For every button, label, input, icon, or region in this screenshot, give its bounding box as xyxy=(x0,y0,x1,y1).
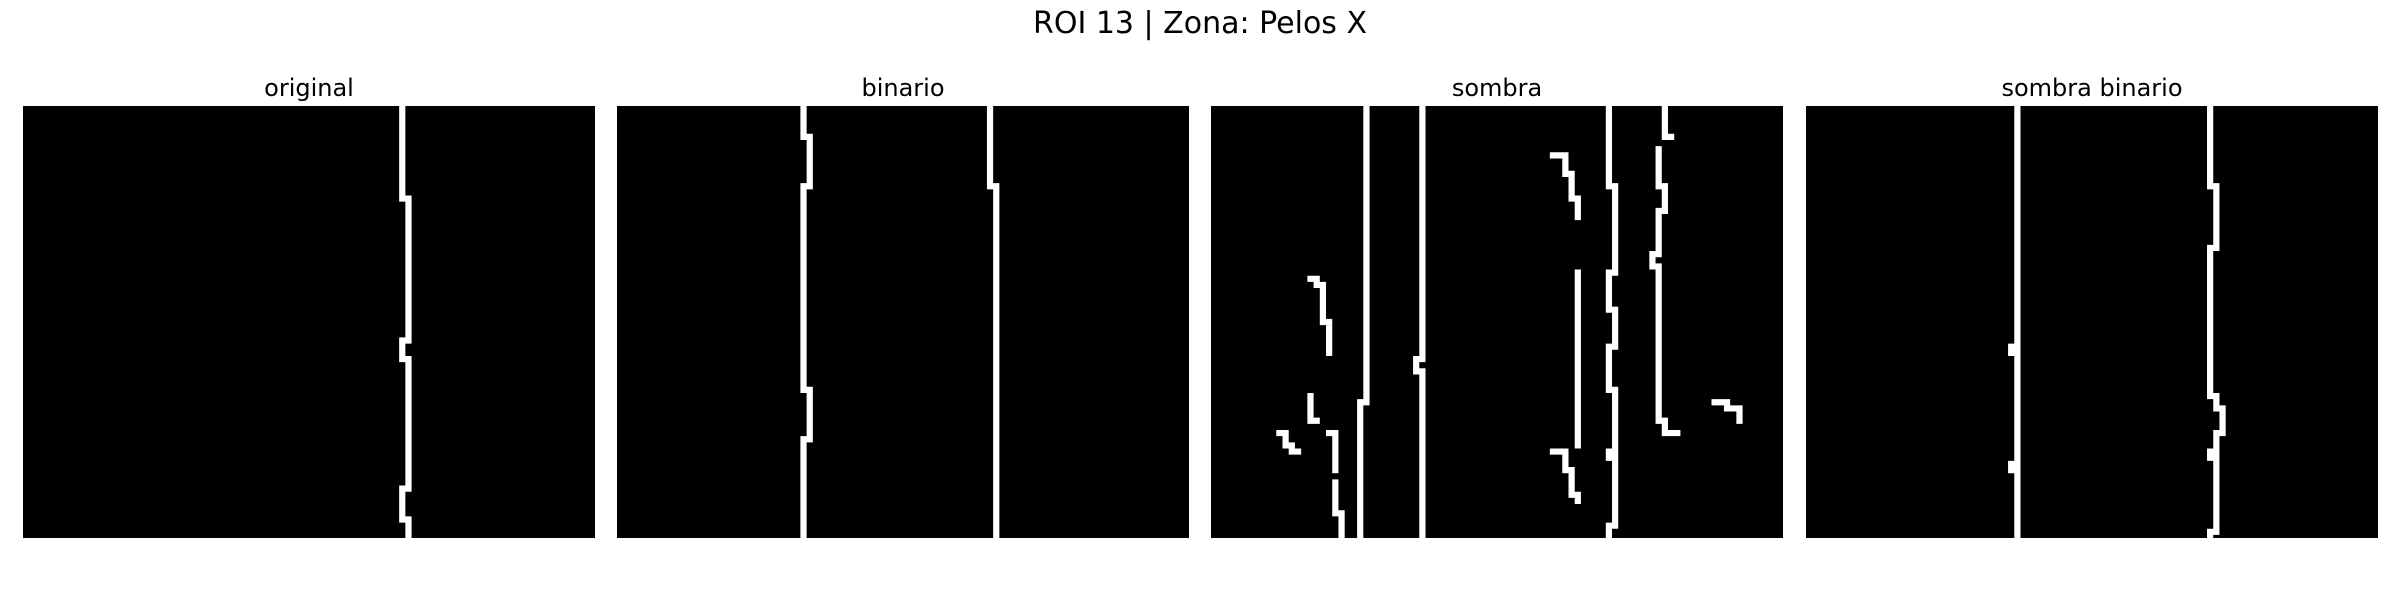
edge-stroke xyxy=(1661,106,1675,140)
edge-stroke xyxy=(1413,106,1426,538)
image-original xyxy=(23,106,595,538)
image-binario xyxy=(617,106,1189,538)
edge-stroke xyxy=(399,106,412,538)
edge-stroke xyxy=(1332,479,1345,538)
panel-title-original: original xyxy=(264,74,354,102)
edge-stroke xyxy=(986,106,1000,538)
edge-stroke xyxy=(1649,146,1681,437)
edge-stroke xyxy=(1357,106,1370,538)
panel-title-binario: binario xyxy=(861,74,945,102)
edge-stroke xyxy=(2207,106,2226,538)
panel-original: original xyxy=(23,70,595,538)
edge-stroke xyxy=(1605,106,1619,538)
edge-stroke xyxy=(1549,152,1581,221)
edge-stroke xyxy=(1326,430,1339,474)
edge-stroke xyxy=(1711,399,1743,424)
edge-stroke xyxy=(1307,275,1333,326)
edge-stroke xyxy=(1276,430,1302,455)
edge-stroke xyxy=(2008,106,2021,538)
edge-stroke xyxy=(1549,448,1581,505)
panel-sombra-binario: sombra binario xyxy=(1806,70,2378,538)
panel-sombra: sombra xyxy=(1211,70,1783,538)
panel-title-sombra: sombra xyxy=(1451,74,1543,102)
edge-stroke xyxy=(1307,392,1320,424)
image-sombra-binario xyxy=(1806,106,2378,538)
figure-title: ROI 13 | Zona: Pelos X xyxy=(1032,6,1368,41)
image-sombra xyxy=(1211,106,1783,538)
panel-binario: binario xyxy=(617,70,1189,538)
edge-stroke xyxy=(800,106,813,538)
panel-title-sombra-binario: sombra binario xyxy=(2001,74,2183,102)
